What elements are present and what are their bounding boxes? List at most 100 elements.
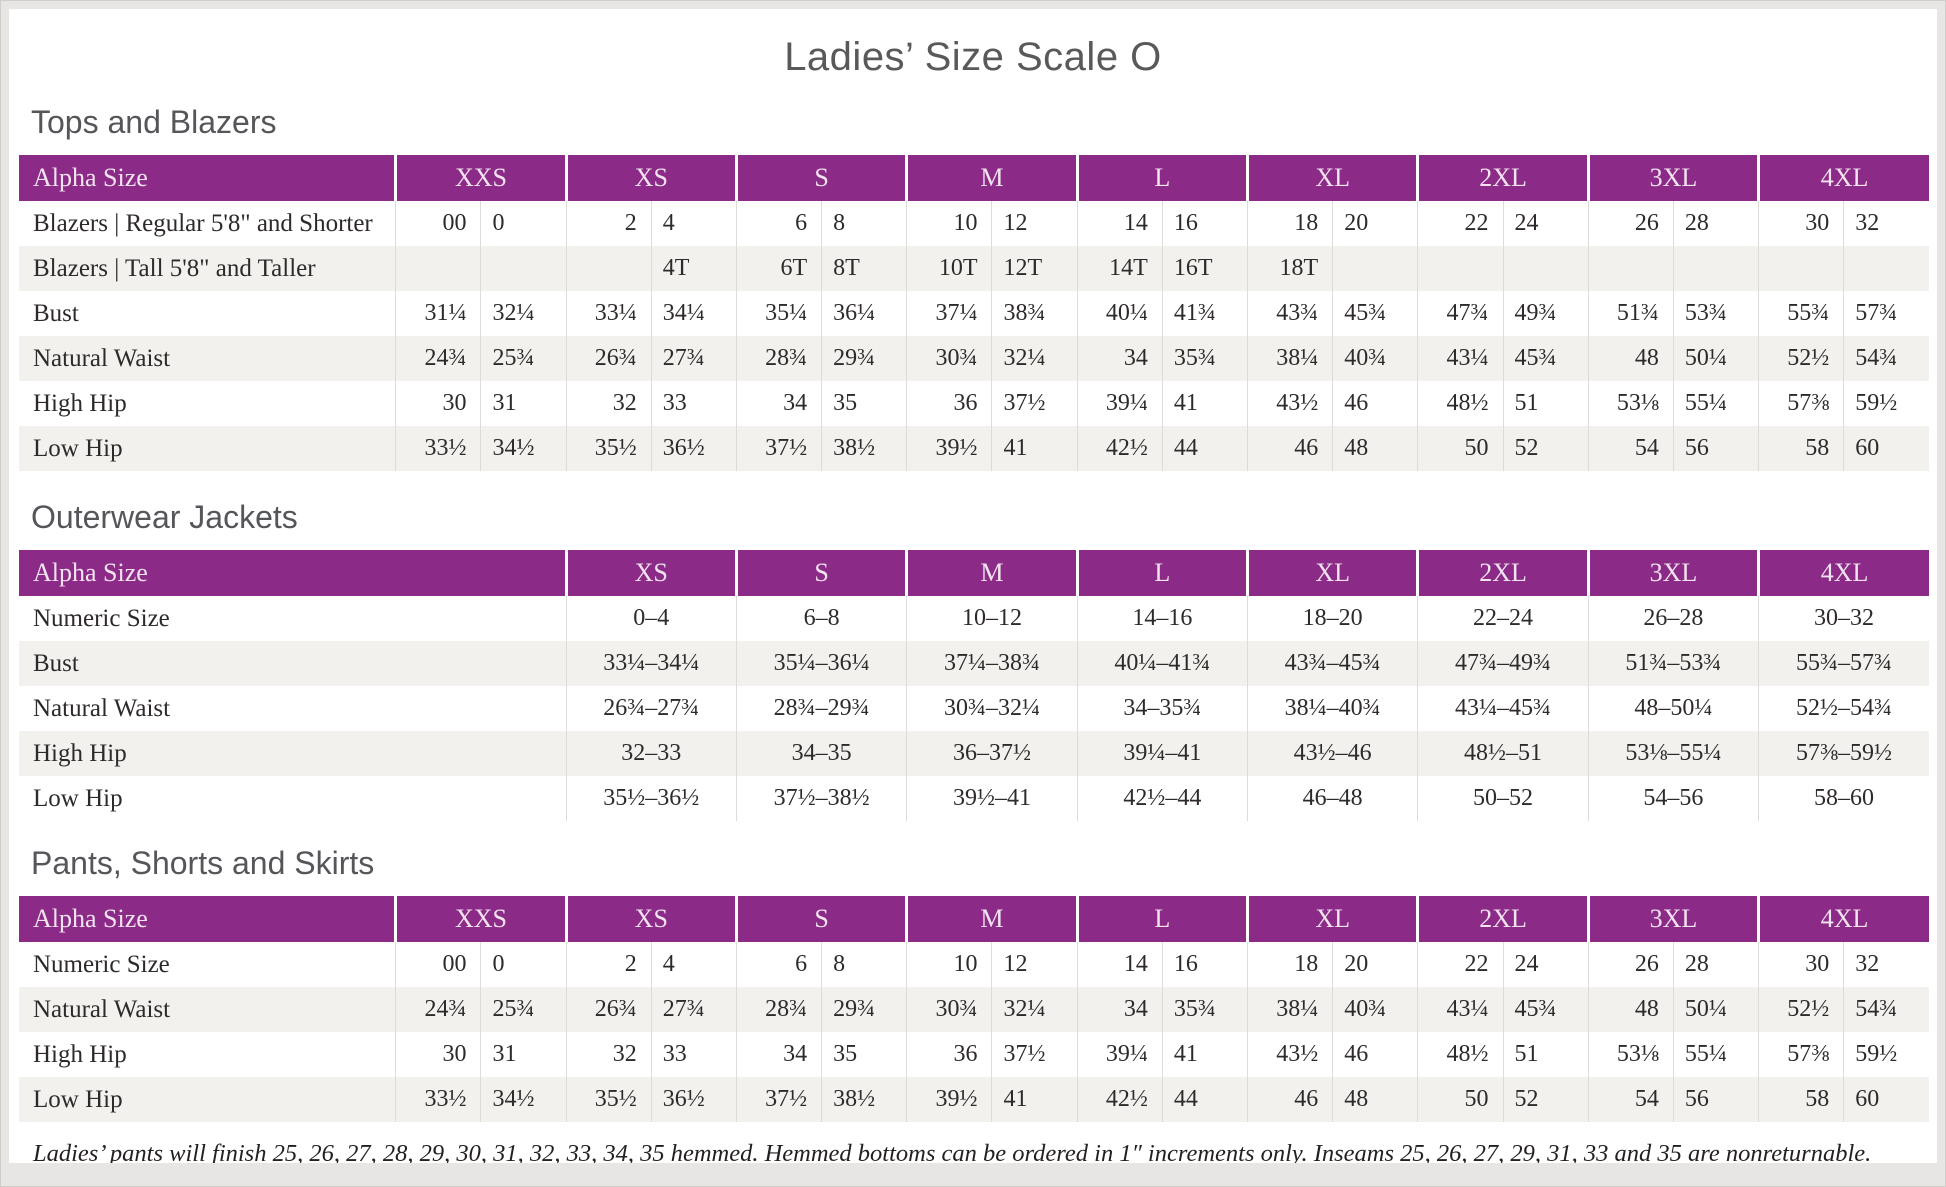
header-cell-4xl: 4XL xyxy=(1758,550,1929,596)
data-cell: 57¾ xyxy=(1855,300,1898,326)
data-cell: 43¼ xyxy=(1417,336,1504,381)
header-row: Alpha Size XS S M L XL 2XL 3XL 4XL xyxy=(19,550,1929,596)
data-cell xyxy=(1417,246,1504,291)
data-cell: 41¾ xyxy=(1162,291,1249,336)
data-cell: 35 xyxy=(821,381,908,426)
data-cell: 55¼ xyxy=(1673,1032,1760,1077)
table-row: Natural Waist 24¾ 25¾ 26¾ 27¾ 28¾ 29¾ 30¾ 32¼ 34 3… xyxy=(19,987,1929,1032)
data-cell: 46 xyxy=(1332,1032,1419,1077)
header-cell-xxs: XXS xyxy=(395,896,568,942)
data-cell: 48½ xyxy=(1417,381,1504,426)
data-cell: 43¼ xyxy=(1417,987,1504,1032)
data-cell: 26¾ xyxy=(566,987,652,1032)
header-cell-xxs: XXS xyxy=(395,155,568,201)
data-cell: 58–60 xyxy=(1814,785,1875,811)
data-cell: 32 xyxy=(1855,951,1880,977)
data-cell: 34 xyxy=(736,381,823,426)
data-cell: 54 xyxy=(1588,1077,1674,1122)
data-cell: 44 xyxy=(1162,1077,1249,1122)
data-cell: 52 xyxy=(1503,426,1589,471)
table-row: High Hip 30 31 32 33 34 35 36 37½ 39¼ 41 43½ 46 48½ 51… xyxy=(19,1032,1929,1077)
data-cell: 14 xyxy=(1077,201,1163,246)
data-cell: 42½ xyxy=(1077,426,1163,471)
header-cell-xl: XL xyxy=(1247,155,1420,201)
data-cell: 43¾–45¾ xyxy=(1247,641,1419,686)
data-cell: 6–8 xyxy=(736,596,908,641)
header-cell-3xl: 3XL xyxy=(1588,550,1761,596)
data-cell: 37½ xyxy=(991,1032,1078,1077)
data-cell xyxy=(566,246,652,291)
data-cell: 26–28 xyxy=(1588,596,1760,641)
data-cell: 39¼–41 xyxy=(1077,731,1249,776)
corner-header-alpha-size: Alpha Size xyxy=(19,155,398,201)
header-cell-2xl: 2XL xyxy=(1417,896,1590,942)
data-cell: 29¾ xyxy=(821,987,908,1032)
data-cell: 22 xyxy=(1417,201,1504,246)
data-cell: 35½ xyxy=(566,426,652,471)
data-cell: 53⅛–55¼ xyxy=(1588,731,1760,776)
data-cell: 32 xyxy=(1855,210,1880,236)
data-cell: 00 xyxy=(395,201,482,246)
data-cell: 41 xyxy=(1162,1032,1249,1077)
data-cell: 46 xyxy=(1247,1077,1334,1122)
data-cell: 30 xyxy=(395,1032,482,1077)
data-cell: 56 xyxy=(1673,1077,1760,1122)
data-cell xyxy=(1332,246,1419,291)
data-cell: 35½ xyxy=(566,1077,652,1122)
table-row: Low Hip 33½ 34½ 35½ 36½ 37½ 38½ 39½ 41 42½ 44 46 48 5… xyxy=(19,426,1929,471)
data-cell: 35¼–36¼ xyxy=(736,641,908,686)
data-cell: 14 xyxy=(1077,942,1163,987)
page-title: Ladies’ Size Scale O xyxy=(784,35,1162,79)
data-cell: 00 xyxy=(395,942,482,987)
table-row: Bust 31¼ 32¼ 33¼ 34¼ 35¼ 36¼ 37¼ 38¾ 40¼ 41¾ 43¾ 45¾… xyxy=(19,291,1929,336)
data-cell: 40¾ xyxy=(1332,336,1419,381)
table-row: Blazers | Tall 5'8" and Taller 4T 6T 8T 10T… xyxy=(19,246,1929,291)
data-cell: 52½ xyxy=(1758,336,1845,381)
data-cell: 31¼ xyxy=(395,291,482,336)
data-cell: 14–16 xyxy=(1077,596,1249,641)
header-cell-m: M xyxy=(906,896,1079,942)
table-row: Low Hip 35½–36½ 37½–38½ 39½–41 42½–44 46–48 50… xyxy=(19,776,1929,821)
data-cell: 16 xyxy=(1162,942,1249,987)
data-cell: 36½ xyxy=(651,426,737,471)
header-cell-2xl: 2XL xyxy=(1417,550,1590,596)
data-cell: 58 xyxy=(1758,426,1845,471)
data-cell: 26¾ xyxy=(566,336,652,381)
data-cell: 59½ xyxy=(1855,390,1898,416)
header-cell-m: M xyxy=(906,155,1079,201)
data-cell: 50¼ xyxy=(1673,987,1760,1032)
data-cell xyxy=(480,246,567,291)
row-label: High Hip xyxy=(19,1032,397,1077)
data-cell: 51 xyxy=(1503,381,1589,426)
data-cell: 24¾ xyxy=(395,336,482,381)
data-cell: 30¾–32¼ xyxy=(906,686,1078,731)
table-row: High Hip 30 31 32 33 34 35 36 37½ 39¼ 41 43½ 46 48½ 51… xyxy=(19,381,1929,426)
data-cell: 49¾ xyxy=(1503,291,1589,336)
table-row: Bust 33¼–34¼ 35¼–36¼ 37¼–38¾ 40¼–41¾ 43¾–45¾ 4… xyxy=(19,641,1929,686)
data-cell: 47¾–49¾ xyxy=(1417,641,1589,686)
data-cell: 53¾ xyxy=(1673,291,1760,336)
data-cell: 2 xyxy=(566,942,652,987)
data-cell: 20 xyxy=(1332,942,1419,987)
row-label: Bust xyxy=(19,641,567,686)
data-cell: 50 xyxy=(1417,1077,1504,1122)
data-cell: 33 xyxy=(651,381,737,426)
data-cell: 34–35¾ xyxy=(1077,686,1249,731)
data-cell: 0–4 xyxy=(566,596,737,641)
corner-header-alpha-size: Alpha Size xyxy=(19,896,398,942)
data-cell: 54 xyxy=(1588,426,1674,471)
data-cell: 12 xyxy=(991,942,1078,987)
section-heading-tops-blazers: Tops and Blazers xyxy=(31,104,277,140)
table-row: Numeric Size 0–4 6–8 10–12 14–16 18–20 22–24 26… xyxy=(19,596,1929,641)
section-heading-outerwear-jackets: Outerwear Jackets xyxy=(31,499,298,535)
header-cell-3xl: 3XL xyxy=(1588,896,1761,942)
data-cell xyxy=(1503,246,1589,291)
data-cell: 32 xyxy=(566,1032,652,1077)
data-cell: 40¾ xyxy=(1332,987,1419,1032)
data-cell: 29¾ xyxy=(821,336,908,381)
data-cell: 8 xyxy=(821,201,908,246)
data-cell: 38¼ xyxy=(1247,987,1334,1032)
data-cell: 27¾ xyxy=(651,987,737,1032)
data-cell: 30–32 xyxy=(1814,605,1875,631)
data-cell: 34¼ xyxy=(651,291,737,336)
